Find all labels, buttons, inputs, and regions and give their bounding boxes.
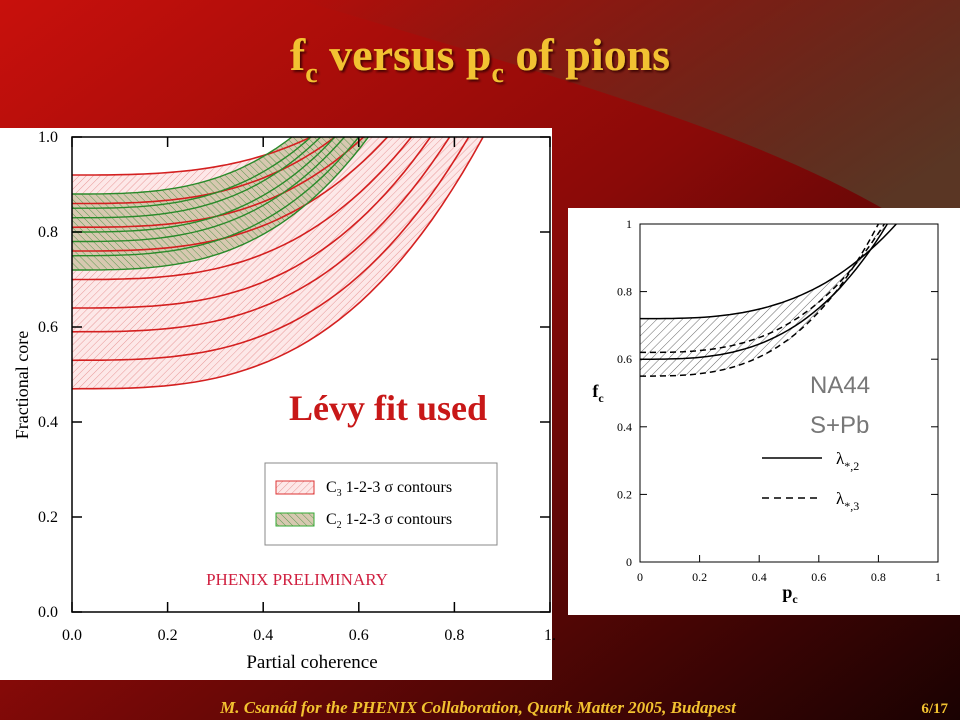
c2-region <box>72 137 369 270</box>
y-axis-label: fc <box>592 381 604 405</box>
c2-contour <box>71 136 360 257</box>
y-tick-label: 0.2 <box>617 487 632 501</box>
c3-contour <box>71 136 484 390</box>
c2-contour <box>72 136 336 233</box>
x-tick-label: 0.8 <box>444 627 464 644</box>
x-tick-label: 0.0 <box>62 627 82 644</box>
c3-contour <box>72 136 389 252</box>
x-tick-label: 0.2 <box>158 627 178 644</box>
x-tick-label: 0.8 <box>871 570 886 584</box>
x-tick-label: 0.6 <box>811 570 826 584</box>
annotation: NA44 <box>810 372 870 399</box>
title-sub: c <box>491 58 503 89</box>
x-tick-label: 0.2 <box>692 570 707 584</box>
c3-contour <box>71 136 451 333</box>
c3-contour <box>71 136 470 362</box>
c2-contour <box>72 136 346 243</box>
annotation: Lévy fit used <box>289 388 487 428</box>
y-tick-label: 0.8 <box>38 224 58 241</box>
x-tick-label: 0.4 <box>253 627 273 644</box>
legend-swatch <box>275 512 315 527</box>
y-axis-label: Fractional core <box>12 331 32 439</box>
slide-title: fc versus pc of pions <box>290 29 670 89</box>
c3-contour <box>72 136 336 205</box>
na44-curve <box>640 223 888 360</box>
right-axes-frame <box>639 223 939 563</box>
left-axes-frame <box>71 136 551 613</box>
c2-contour <box>71 136 322 219</box>
na44-region <box>640 224 897 377</box>
y-tick-label: 0.4 <box>617 420 632 434</box>
title-sub: c <box>305 58 317 89</box>
title-part: versus p <box>318 29 492 80</box>
y-tick-label: 1.0 <box>38 129 58 146</box>
c2-contour <box>71 136 312 209</box>
footer: M. Csanád for the PHENIX Collaboration, … <box>219 698 737 717</box>
annotation: S+Pb <box>810 412 869 439</box>
x-tick-label: 1. <box>544 627 556 644</box>
watermark: PHENIX PRELIMINARY <box>206 570 388 589</box>
background-swoosh <box>300 0 960 260</box>
title-part: f <box>290 29 306 80</box>
c2-contour <box>72 136 369 271</box>
legend-entry: λ*,2 <box>836 449 859 473</box>
y-tick-label: 0.6 <box>617 352 632 366</box>
x-tick-label: 0.6 <box>349 627 369 644</box>
x-tick-label: 0.4 <box>752 570 767 584</box>
c3-contour <box>72 136 413 281</box>
y-tick-label: 0 <box>626 555 632 569</box>
legend-entry: λ*,3 <box>836 489 859 513</box>
y-tick-label: 1 <box>626 217 632 231</box>
x-tick-label: 1 <box>935 570 941 584</box>
legend-swatch <box>275 480 315 495</box>
na44-curve <box>640 223 897 320</box>
legend-box <box>264 462 498 546</box>
right-panel <box>568 208 960 615</box>
x-axis-label: pc <box>782 582 798 606</box>
page-number: 6/17 <box>921 701 948 717</box>
c3-contour <box>72 136 312 176</box>
c2-contour <box>72 136 293 195</box>
y-tick-label: 0.0 <box>38 604 58 621</box>
y-tick-label: 0.6 <box>38 319 58 336</box>
na44-curve <box>640 223 880 377</box>
y-tick-label: 0.4 <box>38 414 58 431</box>
na44-curve <box>640 223 886 354</box>
y-tick-label: 0.8 <box>617 285 632 299</box>
legend-entry: C3 1-2-3 σ contours <box>326 479 452 499</box>
title-part: of pions <box>504 29 670 80</box>
x-tick-label: 0 <box>637 570 643 584</box>
c3-contour <box>72 136 432 309</box>
x-axis-label: Partial coherence <box>246 652 377 673</box>
y-tick-label: 0.2 <box>38 509 58 526</box>
legend-entry: C2 1-2-3 σ contours <box>326 511 452 531</box>
